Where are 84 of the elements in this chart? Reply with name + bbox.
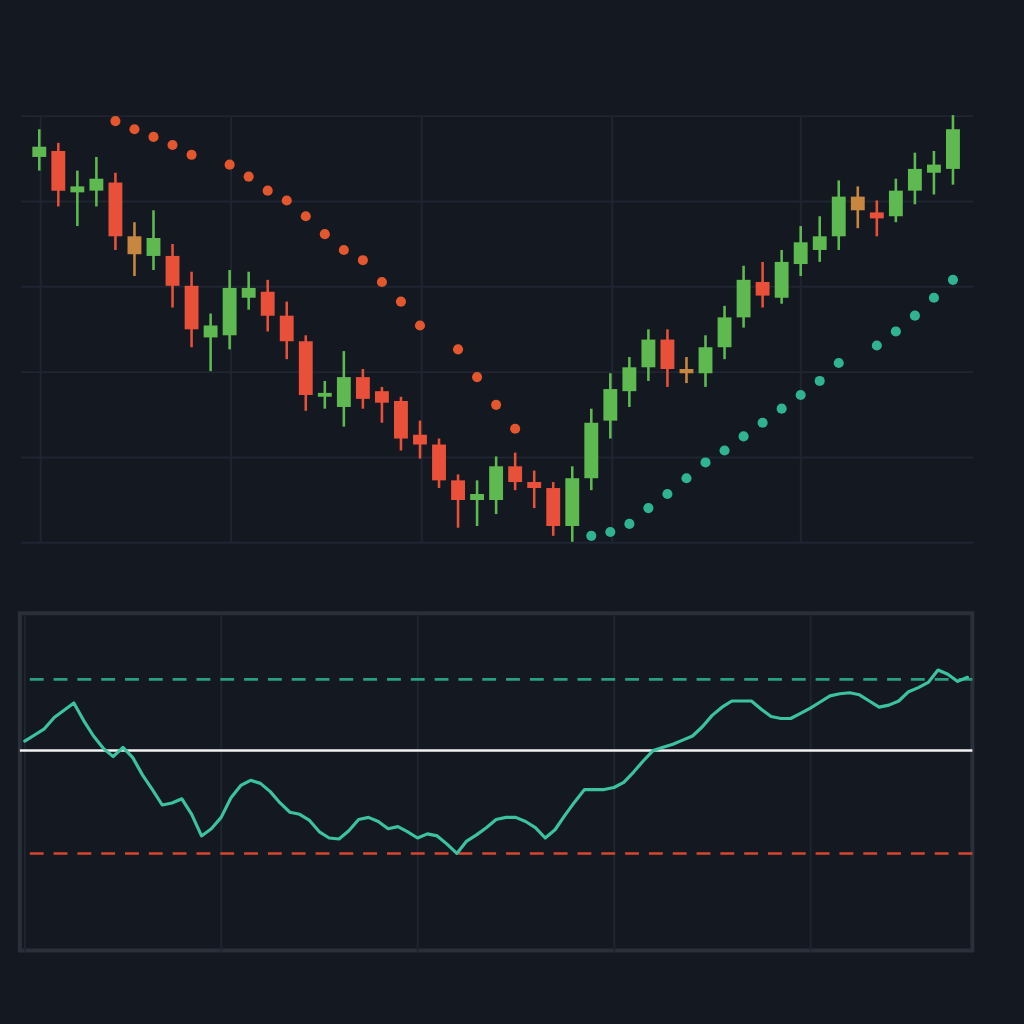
candlestick [736, 264, 751, 329]
point [928, 292, 939, 303]
point [300, 211, 311, 222]
point [738, 431, 749, 442]
candlestick [946, 113, 960, 186]
candlestick [774, 248, 789, 306]
point [909, 310, 920, 321]
point [338, 244, 349, 256]
candlestick [127, 220, 142, 278]
point [414, 320, 426, 331]
point [452, 344, 464, 355]
point [890, 326, 901, 337]
point [376, 276, 387, 288]
point [148, 131, 159, 142]
candlestick [508, 451, 523, 492]
candlestick [850, 185, 865, 230]
candlestick [32, 127, 47, 172]
candlestick [660, 328, 675, 389]
candlestick [394, 395, 408, 452]
candlestick [317, 379, 332, 410]
candlestick [260, 278, 275, 333]
candlestick [888, 177, 903, 224]
point [776, 403, 787, 414]
point [262, 185, 273, 196]
candlestick [470, 479, 485, 528]
point [700, 457, 711, 468]
candlestick [146, 208, 161, 272]
candlestick [70, 169, 85, 228]
candlestick [546, 480, 561, 538]
candlestick [489, 455, 504, 516]
point [871, 340, 882, 351]
candlestick [698, 334, 713, 389]
point [624, 518, 635, 529]
candlestick [869, 199, 884, 238]
candlestick [184, 270, 199, 349]
candlestick [89, 155, 104, 208]
point [472, 372, 483, 383]
candlestick [603, 371, 618, 440]
candlestick [831, 179, 846, 252]
point [110, 116, 121, 127]
candlestick [641, 328, 656, 383]
candlestick [527, 469, 542, 510]
point [662, 488, 673, 500]
point [167, 139, 178, 151]
candlestick [374, 385, 389, 425]
point [319, 229, 330, 240]
candlestick [755, 260, 770, 309]
candlestick [222, 268, 237, 351]
point [795, 389, 806, 401]
point [186, 149, 197, 160]
candlestick [165, 242, 180, 309]
candlestick [907, 151, 922, 206]
point [605, 526, 616, 538]
candlestick [622, 355, 637, 409]
candlestick [812, 214, 827, 264]
point [757, 417, 768, 428]
candlestick [432, 437, 446, 490]
point [129, 124, 140, 135]
point [681, 473, 692, 484]
candlestick [451, 473, 465, 530]
point [281, 195, 292, 206]
point [224, 159, 235, 170]
candlestick [413, 419, 427, 460]
point [395, 296, 407, 307]
candlestick [51, 141, 66, 208]
point [510, 423, 521, 434]
candlestick [355, 367, 370, 410]
point [833, 357, 844, 369]
candlestick [336, 349, 351, 428]
point [357, 255, 368, 266]
point [491, 399, 502, 410]
point [947, 274, 959, 285]
candlestick [717, 304, 732, 361]
candlestick [241, 270, 256, 311]
point [243, 171, 254, 182]
point [586, 530, 597, 541]
candlestick [203, 312, 218, 373]
point [719, 445, 730, 456]
point [643, 503, 654, 514]
candlestick [926, 149, 941, 196]
point [814, 375, 825, 386]
candlestick [565, 464, 580, 544]
candlestick [279, 300, 294, 361]
candlestick [793, 224, 808, 278]
